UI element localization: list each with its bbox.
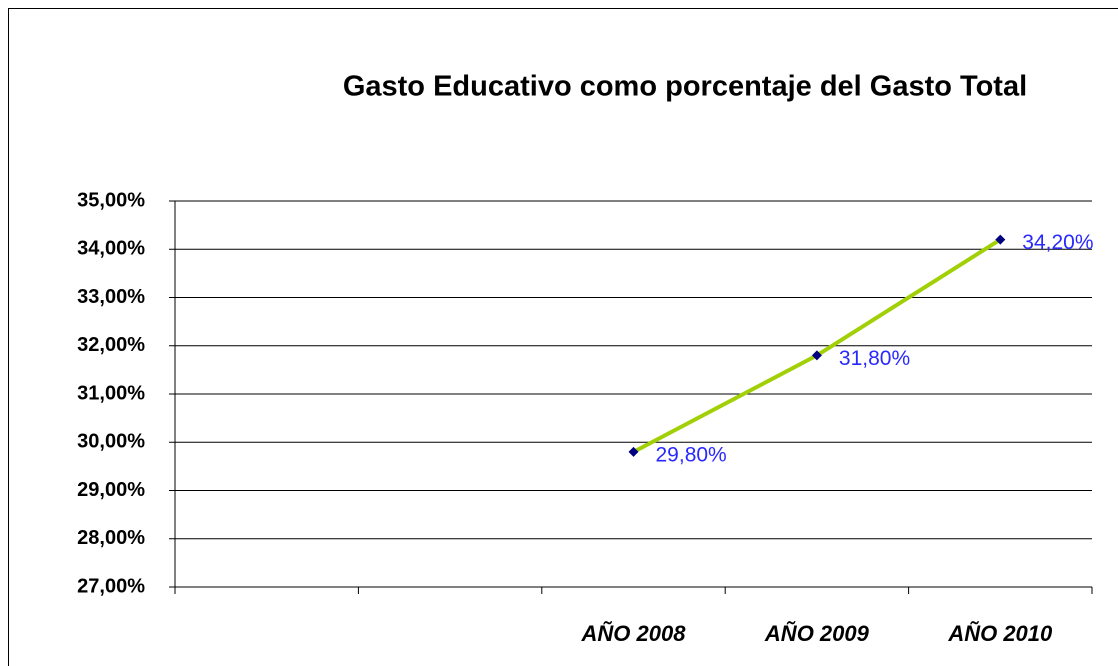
chart-frame	[8, 8, 1118, 666]
y-tick-label: 34,00%	[77, 238, 145, 260]
x-tick-label: AÑO 2010	[947, 621, 1053, 646]
data-marker	[811, 350, 822, 361]
y-tick-label: 33,00%	[77, 286, 145, 308]
y-tick-label: 35,00%	[77, 189, 145, 211]
x-tick-label: AÑO 2008	[581, 621, 687, 646]
data-label: 29,80%	[656, 443, 727, 466]
data-label: 34,20%	[1022, 231, 1093, 254]
y-tick-label: 29,00%	[77, 479, 145, 501]
y-tick-label: 31,00%	[77, 382, 145, 404]
y-tick-label: 27,00%	[77, 575, 145, 597]
data-label: 31,80%	[839, 347, 910, 370]
x-tick-label: AÑO 2009	[764, 621, 870, 646]
data-marker	[995, 234, 1006, 245]
data-marker	[628, 446, 639, 457]
y-tick-label: 28,00%	[77, 527, 145, 549]
y-tick-label: 32,00%	[77, 334, 145, 356]
y-tick-label: 30,00%	[77, 431, 145, 453]
chart-title: Gasto Educativo como porcentaje del Gast…	[343, 71, 1027, 103]
